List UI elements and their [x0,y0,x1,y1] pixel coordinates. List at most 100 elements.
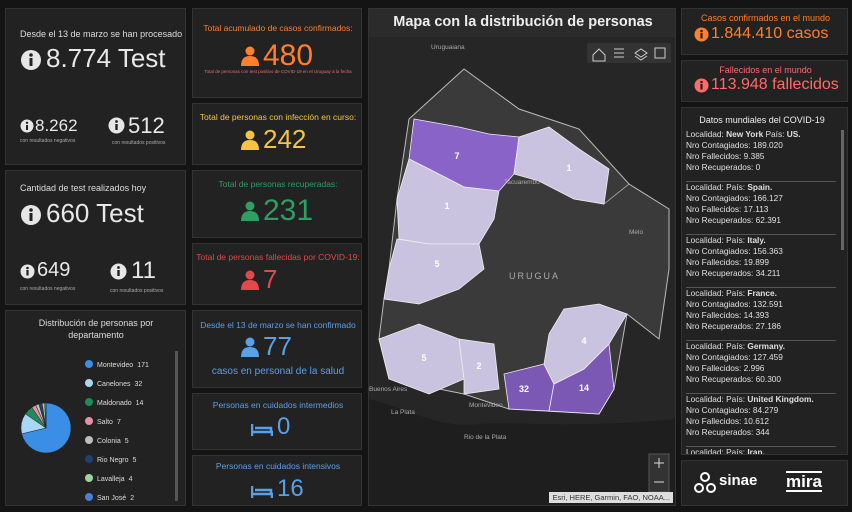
head [245,270,255,280]
indicator-label: Total acumulado de casos confirmados: [203,23,353,33]
fallecidos-line: Nro Fallecidos: 19.899 [686,257,836,268]
world-list-panel: Datos mundiales del COVID-19 Localidad: … [681,107,848,455]
legend-swatch [85,379,93,387]
contagiados-value: 166.127 [752,193,783,203]
negative-caption: con resultados negativos [20,138,76,144]
zoom-controls[interactable] [648,453,670,493]
field-label: Nro Contagiados: [686,140,751,150]
distribution-title: Distribución de personas por departament… [38,318,154,340]
world-deaths-panel: Fallecidos en el mundo 113.948 fallecido… [681,60,848,102]
place-label: URUGUA [509,271,560,281]
contagiados-line: Nro Contagiados: 156.363 [686,246,836,257]
department-count: 1 [566,163,571,173]
legend-swatch [85,398,93,406]
legend-value: 171 [137,362,149,369]
contagiados-line: Nro Contagiados: 166.127 [686,193,836,204]
country: France. [747,288,777,298]
home-button[interactable] [592,48,606,62]
distribution-panel: Distribución de personas por departament… [5,310,186,506]
place-label: Rio de la Plata [464,434,507,441]
contagiados-line: Nro Contagiados: 84.279 [686,405,836,416]
zoom-in[interactable] [654,458,664,468]
world-confirmed-label: Casos confirmados en el mundo [700,13,831,23]
country: United Kingdom. [747,394,814,404]
positive-caption: con resultados positivos [110,288,164,294]
world-deaths-value: 113.948 fallecidos [711,76,839,93]
recuperados-value: 62.391 [755,215,782,225]
fallecidos-value: 19.899 [743,257,770,267]
basemap-button[interactable] [654,47,666,59]
indicator-value: 242 [263,124,307,154]
field-label: País: [726,341,746,351]
contagiados-value: 156.363 [752,246,783,256]
sinae-logo: sinae [719,472,758,489]
info-icon [694,27,709,42]
world-confirmed-value: 1.844.410 casos [711,25,829,42]
place-label: Buenos Aires [369,386,408,393]
indicator-value: 16 [277,475,304,502]
field-label: País: [726,182,746,192]
contagiados-value: 132.591 [752,299,783,309]
country: Spain. [747,182,773,192]
tests-total-panel: Desde el 13 de marzo se han procesado 8.… [5,8,186,165]
department-count: 2 [476,361,481,371]
place-label: La Plata [391,409,415,416]
field-label: Nro Recuperados: [686,268,754,278]
legend-value: 2 [130,495,134,502]
indicator-label: Personas en cuidados intermedios [212,400,344,410]
recuperados-line: Nro Recuperados: 27.186 [686,321,836,332]
head [245,337,255,347]
department-count: 4 [581,336,586,346]
person-icon [241,337,259,358]
location-line: Localidad: País: Germany. [686,341,836,352]
place-label: Uruguaiana [431,44,465,51]
legend-name: Colonia [97,438,121,445]
indicator-value: 7 [263,264,278,294]
map-toolbar[interactable] [587,43,671,63]
field-label: Nro Recuperados: [686,215,754,225]
legend-swatch [85,493,93,501]
scrollbar [175,351,178,501]
person-icon [241,201,259,221]
legend-swatch [85,455,93,463]
person-icon [241,130,259,151]
field-label: País: [765,129,785,139]
recuperados-line: Nro Recuperados: 60.300 [686,374,836,385]
bed-icon [251,485,273,498]
country-entry: Localidad: País: United Kingdom. Nro Cont… [686,394,836,447]
pie-chart: Montevideo 171 Canelones 32 Maldonado 14 Salto… [20,351,178,502]
bed-shape [251,423,273,436]
tests-total-value: 8.774 Test [46,43,166,73]
scrollbar[interactable] [841,130,844,250]
water [369,399,675,505]
recuperados-line: Nro Recuperados: 34.211 [686,268,836,279]
legend-entry: Rio Negro 5 [97,457,137,464]
legend-entry: San José 2 [97,495,134,502]
person-icon [241,46,259,66]
indicator-panel: Total de personas recuperadas: 231 [192,170,362,238]
indicator-label: Desde el 13 de marzo se han confirmado [200,320,356,330]
body [241,140,259,151]
department-count: 14 [579,383,589,393]
indicator-panel: Personas en cuidados intermedios 0 [192,393,362,450]
tests-today-value: 660 Test [46,198,144,228]
recuperados-line: Nro Recuperados: 344 [686,427,836,438]
world-confirmed-panel: Casos confirmados en el mundo 1.844.410 … [681,8,848,55]
place-label: Tacuarembó [504,179,540,186]
recuperados-value: 60.300 [755,374,782,384]
place-label: Melo [629,229,643,236]
indicator-note: casos en personal de la salud [211,366,345,377]
indicator-value: 480 [263,39,314,72]
layers-button[interactable] [634,48,648,61]
department-count: 5 [421,353,426,363]
fallecidos-value: 14.393 [743,310,770,320]
info-icon [110,263,127,280]
indicator-panel: Total de personas fallecidas por COVID-1… [192,243,362,305]
fallecidos-line: Nro Fallecidos: 10.612 [686,416,836,427]
list-button[interactable] [614,48,624,58]
department [543,303,628,385]
negative-value: 8.262 [35,116,78,135]
department-count: 5 [434,259,439,269]
department-count: 7 [454,151,459,161]
